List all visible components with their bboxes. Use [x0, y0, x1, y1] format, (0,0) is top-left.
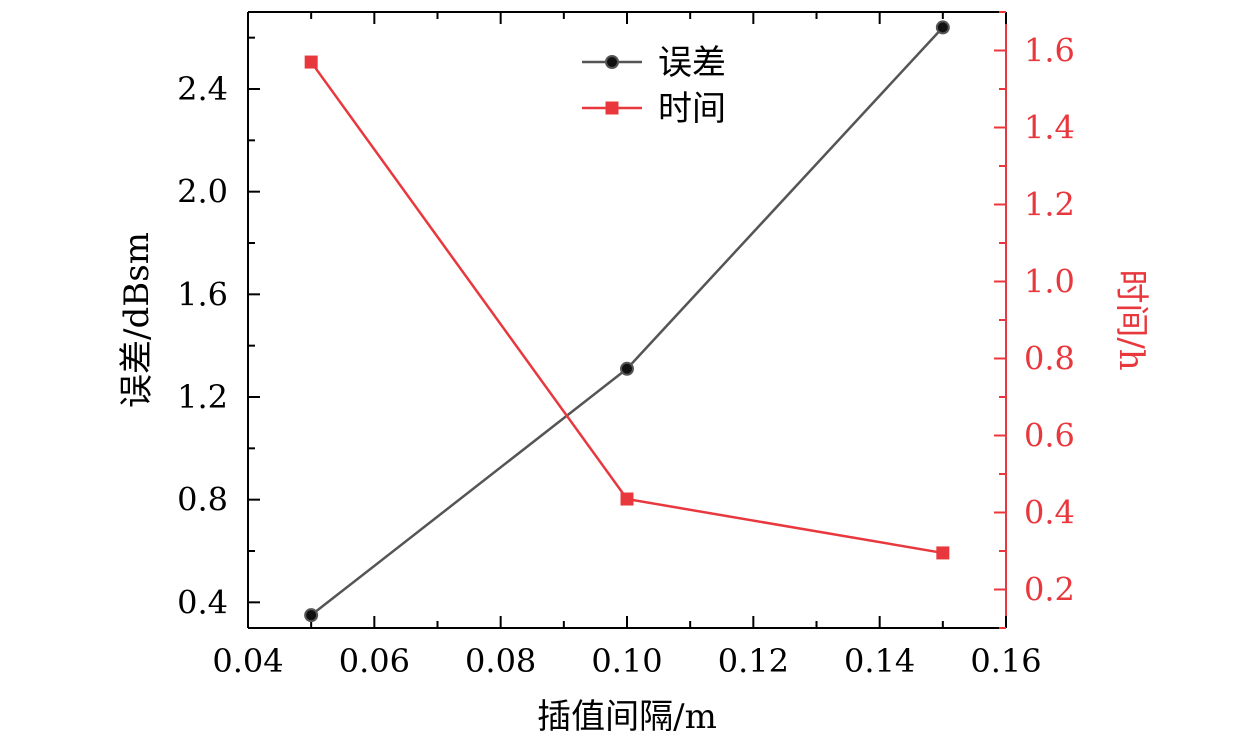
x-tick-label: 0.06 — [339, 642, 410, 680]
legend-marker-1 — [605, 55, 619, 69]
y-tick-label: 2.4 — [177, 70, 228, 108]
y2-tick-label: 1.0 — [1024, 263, 1075, 301]
series-2-point — [304, 55, 318, 69]
y-tick-label: 2.0 — [177, 173, 228, 211]
y-tick-label: 1.6 — [177, 275, 228, 313]
x-tick-label: 0.10 — [591, 642, 662, 680]
x-tick-label: 0.04 — [212, 642, 283, 680]
y2-tick-label: 1.4 — [1024, 109, 1075, 147]
x-tick-label: 0.14 — [844, 642, 915, 680]
y-tick-label: 0.8 — [177, 481, 228, 519]
x-tick-label: 0.16 — [970, 642, 1041, 680]
x-tick-label: 0.12 — [718, 642, 789, 680]
plot-layer: 0.04 0.06 0.08 0.10 0.12 0.14 0.16 0.4 0.8 1.2 1.6… — [117, 11, 1151, 737]
series-1-point — [620, 361, 634, 376]
x-axis-title: 插值间隔/m — [537, 697, 717, 737]
legend-label-2: 时间 — [658, 89, 726, 129]
y2-tick-label: 0.6 — [1024, 417, 1075, 455]
y2-tick-label: 1.2 — [1024, 186, 1075, 224]
legend-label-1: 误差 — [658, 43, 726, 83]
y-axis-title: 误差/dBsm — [117, 232, 157, 408]
y2-axis-title: 时间/h — [1111, 269, 1151, 370]
y2-tick-label: 0.4 — [1024, 494, 1075, 532]
series-1-point — [935, 20, 950, 35]
y2-tick-label: 0.8 — [1024, 340, 1075, 378]
series-line-1 — [310, 26, 944, 617]
x-tick-label: 0.08 — [465, 642, 536, 680]
legend-marker-2 — [605, 101, 619, 115]
series-line-2 — [310, 61, 944, 555]
series-2-point — [936, 546, 950, 560]
y2-tick-label: 0.2 — [1024, 571, 1075, 609]
y2-tick-label: 1.6 — [1024, 32, 1075, 70]
y-tick-label: 1.2 — [177, 378, 228, 416]
series-2-point — [620, 492, 634, 506]
series-1-point — [304, 608, 319, 623]
y-tick-label: 0.4 — [177, 583, 228, 621]
